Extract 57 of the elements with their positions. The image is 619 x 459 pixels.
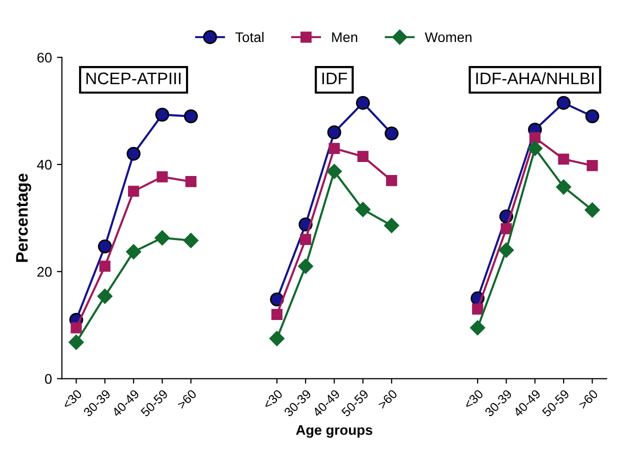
point xyxy=(184,109,198,124)
point xyxy=(529,132,540,144)
point xyxy=(470,320,486,336)
point xyxy=(527,140,543,156)
point xyxy=(558,154,570,165)
x-tick-label: <30 xyxy=(463,388,484,410)
annotation: NCEP-ATPIII xyxy=(86,72,180,84)
point xyxy=(126,146,141,161)
legend-label: Total xyxy=(235,32,264,42)
y-tick-label: 20 xyxy=(37,266,52,277)
point xyxy=(156,171,168,182)
point xyxy=(472,304,484,315)
point xyxy=(97,288,112,304)
x-tick-label: >60 xyxy=(578,388,598,410)
y-tick-label: 40 xyxy=(37,160,52,170)
point xyxy=(68,334,84,350)
x-tick-label: <30 xyxy=(262,388,284,410)
annotation: IDF xyxy=(322,72,348,84)
y-axis-title: Percentage xyxy=(16,174,32,262)
y-tick-label: 60 xyxy=(37,52,52,63)
x-tick-label: >60 xyxy=(377,388,398,410)
point xyxy=(585,109,600,124)
point xyxy=(70,322,82,334)
point xyxy=(586,160,598,172)
x-tick-label: >60 xyxy=(176,388,198,410)
legend-label: Women xyxy=(424,32,472,42)
x-tick-label: <30 xyxy=(62,388,82,410)
point xyxy=(298,258,314,274)
point xyxy=(357,150,368,162)
point xyxy=(500,223,512,234)
x-axis-title: Age groups xyxy=(296,425,372,438)
point xyxy=(271,308,282,320)
point xyxy=(300,234,312,245)
point xyxy=(269,330,284,346)
point xyxy=(154,230,170,246)
point xyxy=(386,174,398,186)
point xyxy=(356,96,370,110)
point xyxy=(556,179,572,195)
point xyxy=(98,239,112,254)
point xyxy=(355,202,370,218)
y-tick-label: 0 xyxy=(44,374,52,384)
point xyxy=(183,232,198,248)
point xyxy=(99,260,110,272)
point xyxy=(584,202,600,218)
point xyxy=(128,186,140,197)
point xyxy=(498,242,514,258)
point xyxy=(326,164,342,180)
point xyxy=(328,142,340,154)
annotation: IDF-AHA/NHLBI xyxy=(476,72,594,84)
point xyxy=(384,218,400,234)
point xyxy=(185,176,196,188)
point xyxy=(384,126,399,140)
point xyxy=(126,244,142,260)
point xyxy=(327,125,342,140)
point xyxy=(556,96,571,110)
legend-label: Men xyxy=(332,32,358,42)
point xyxy=(155,108,170,122)
